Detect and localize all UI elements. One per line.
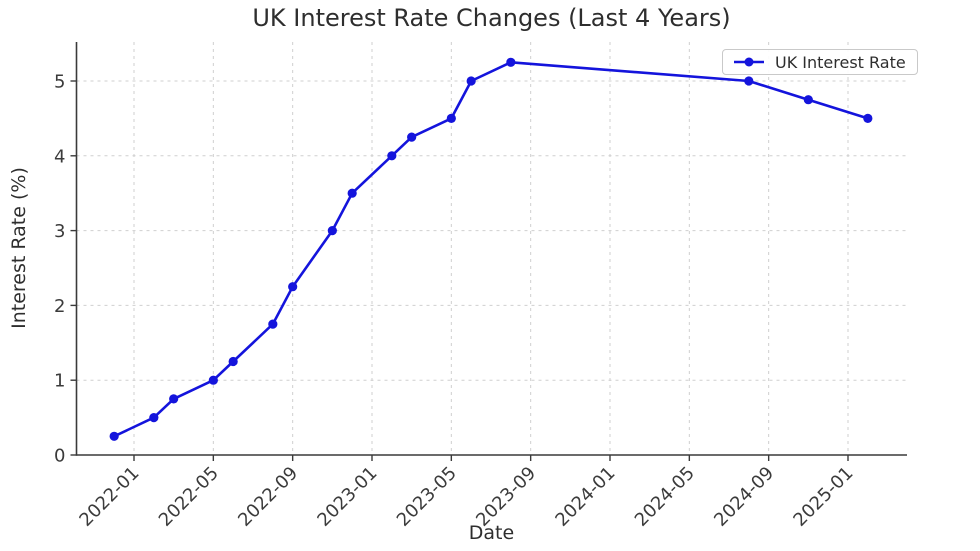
data-point-2023-08 xyxy=(506,57,516,67)
y-tick-label: 1 xyxy=(54,371,65,392)
x-tick-label: 2025-01 xyxy=(789,463,857,531)
data-point-2025-02 xyxy=(863,113,873,123)
x-tick-label: 2023-05 xyxy=(393,463,461,531)
y-tick-label: 3 xyxy=(54,221,65,242)
series-markers xyxy=(109,57,873,441)
y-tick-label: 5 xyxy=(54,72,65,93)
legend: UK Interest Rate xyxy=(722,49,918,75)
data-point-2022-11 xyxy=(327,226,337,236)
data-point-2022-03 xyxy=(169,394,179,404)
x-tick-label: 2024-05 xyxy=(631,463,699,531)
data-point-2023-05 xyxy=(446,113,456,123)
y-tick-label: 0 xyxy=(54,446,65,467)
data-point-2023-03 xyxy=(407,132,417,142)
x-tick-label: 2022-01 xyxy=(75,463,143,531)
x-tick-label: 2022-09 xyxy=(234,463,302,531)
y-tick-label: 4 xyxy=(54,146,65,167)
x-tick-label: 2022-05 xyxy=(155,463,223,531)
data-point-2024-08 xyxy=(744,76,754,86)
data-point-2023-02 xyxy=(387,151,397,161)
data-point-2022-02 xyxy=(149,413,159,423)
legend-label: UK Interest Rate xyxy=(775,52,906,72)
data-point-2021-12 xyxy=(109,431,119,441)
legend-dot xyxy=(744,57,754,67)
data-point-2022-05 xyxy=(208,375,218,385)
data-point-2022-09 xyxy=(288,282,298,292)
legend-line-marker-icon xyxy=(734,57,764,67)
data-point-2022-12 xyxy=(347,188,357,198)
grid xyxy=(76,42,907,456)
x-tick-label: 2023-01 xyxy=(313,463,381,531)
chart-title: UK Interest Rate Changes (Last 4 Years) xyxy=(252,4,731,32)
x-tick-label: 2023-09 xyxy=(472,463,540,531)
data-point-2023-06 xyxy=(466,76,476,86)
y-tick-label: 2 xyxy=(54,296,65,317)
data-point-2022-06 xyxy=(228,356,238,367)
x-axis-label: Date xyxy=(468,522,515,544)
data-point-2022-08 xyxy=(268,319,278,329)
data-point-2024-11 xyxy=(803,95,813,105)
x-tick-label: 2024-09 xyxy=(710,463,778,531)
x-tick-label: 2024-01 xyxy=(551,463,619,531)
